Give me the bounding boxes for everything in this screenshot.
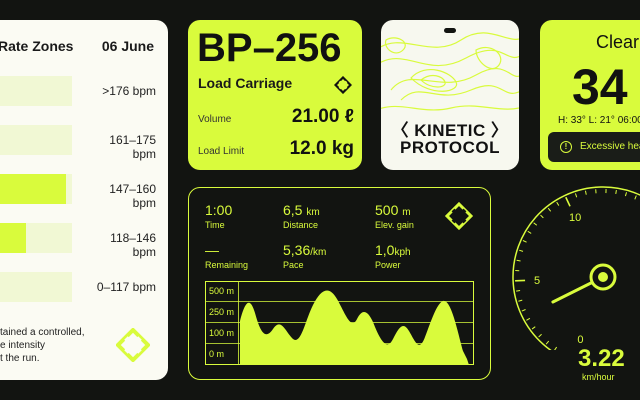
heat-warning[interactable]: ! Excessive heat <box>548 132 640 162</box>
gauge-tick <box>584 190 587 195</box>
zone-range: 0–117 bpm <box>96 280 156 294</box>
axis-label: 250 m <box>209 307 234 317</box>
zone-fill <box>0 174 66 204</box>
activity-card: 1:00 Time 6,5 km Distance 500 m Elev. ga… <box>188 187 491 380</box>
pace-stat: 5,36/km Pace <box>283 242 327 270</box>
load-limit-label: Load Limit <box>198 146 245 157</box>
gauge-tick <box>526 317 531 321</box>
zone-range: >176 bpm <box>102 84 156 98</box>
heat-warning-text: Excessive heat <box>580 141 640 152</box>
volume-label: Volume <box>198 114 232 125</box>
weather-condition: Clear <box>596 32 640 52</box>
brand-line-1: 〈 KINETIC 〉 <box>391 121 509 140</box>
remaining-stat: — Remaining <box>205 242 249 270</box>
gauge-tick <box>518 299 523 302</box>
brand-card: 〈 KINETIC 〉 PROTOCOL <box>381 20 519 170</box>
zone-range: 118–146 bpm <box>110 231 156 259</box>
speed-unit: km/hour <box>582 372 615 382</box>
brand-line-2: PROTOCOL <box>399 138 501 157</box>
gauge-tick <box>533 222 538 226</box>
gauge-tick <box>634 195 637 200</box>
volume-row: Volume 21.00 ℓ <box>198 106 354 128</box>
gauge-tick <box>521 309 526 312</box>
diamond-logo-icon <box>334 76 352 94</box>
distance-stat: 6,5 km Distance <box>283 202 320 230</box>
topographic-lines-icon <box>381 32 519 111</box>
gauge-tick <box>565 196 571 207</box>
gauge-tick-label: 5 <box>534 275 540 287</box>
elevation-stat: 500 m Elev. gain <box>375 202 414 230</box>
gauge-ticks <box>515 189 637 350</box>
gauge-tick <box>527 230 532 234</box>
volume-value: 21.00 ℓ <box>291 106 354 127</box>
high-low-time: H: 33° L: 21° 06:00 <box>558 115 640 126</box>
gauge-tick <box>531 326 536 330</box>
speed-value: 3.22 <box>578 345 625 372</box>
elevation-profile-chart: 500 m 250 m 100 m 0 m <box>205 281 474 365</box>
gauge-tick-label: 10 <box>569 212 581 224</box>
zone-description: tained a controlled, e intensity t the r… <box>0 327 85 364</box>
pack-code: BP–256 <box>197 26 342 70</box>
time-stat: 1:00 Time <box>205 202 233 230</box>
gauge-tick <box>519 249 524 252</box>
zone-range: 147–160 bpm <box>109 182 156 210</box>
alert-icon: ! <box>560 141 572 153</box>
gauge-tick <box>624 192 627 197</box>
gauge-tick <box>516 290 521 292</box>
gauge-tick <box>556 201 560 206</box>
gauge-hub-center <box>598 272 608 282</box>
axis-label: 100 m <box>209 328 234 338</box>
heart-rate-title: Rate Zones <box>0 38 74 54</box>
power-stat: 1,0kph Power <box>375 242 411 270</box>
gauge-tick <box>522 240 527 243</box>
gauge-tick <box>516 259 521 262</box>
gauge-tick <box>540 214 544 219</box>
speed-gauge: 0 5 10 15 <box>512 186 640 350</box>
load-limit-value: 12.0 kg <box>289 138 354 159</box>
load-carriage-card: BP–256 Load Carriage Volume 21.00 ℓ Load… <box>188 20 362 170</box>
temperature: 34 <box>572 59 628 115</box>
zone-fill <box>0 223 27 253</box>
load-limit-row: Load Limit 12.0 kg <box>198 138 354 160</box>
heart-rate-date: 06 June <box>101 38 154 54</box>
axis-label: 500 m <box>209 286 234 296</box>
weather-card: Clear 34 H: 33° L: 21° 06:00 ! Excessive… <box>540 20 640 170</box>
gauge-tick <box>538 333 542 338</box>
zone-range: 161–175 bpm <box>109 133 156 161</box>
gauge-tick-label: 0 <box>577 334 583 346</box>
heart-rate-zones-card: Rate Zones 06 June >176 bpm 161–175 bpm … <box>0 20 168 380</box>
tag-hole <box>444 28 456 33</box>
gauge-tick <box>547 207 552 212</box>
axis-label: 0 m <box>209 349 224 359</box>
diamond-logo-icon <box>116 328 150 362</box>
load-carriage-label: Load Carriage <box>198 75 293 91</box>
gauge-tick <box>554 346 558 350</box>
diamond-logo-icon <box>445 202 473 230</box>
gauge-tick <box>615 189 617 195</box>
gauge-arc <box>512 186 640 350</box>
gauge-tick <box>545 340 550 345</box>
gauge-tick <box>574 193 578 198</box>
